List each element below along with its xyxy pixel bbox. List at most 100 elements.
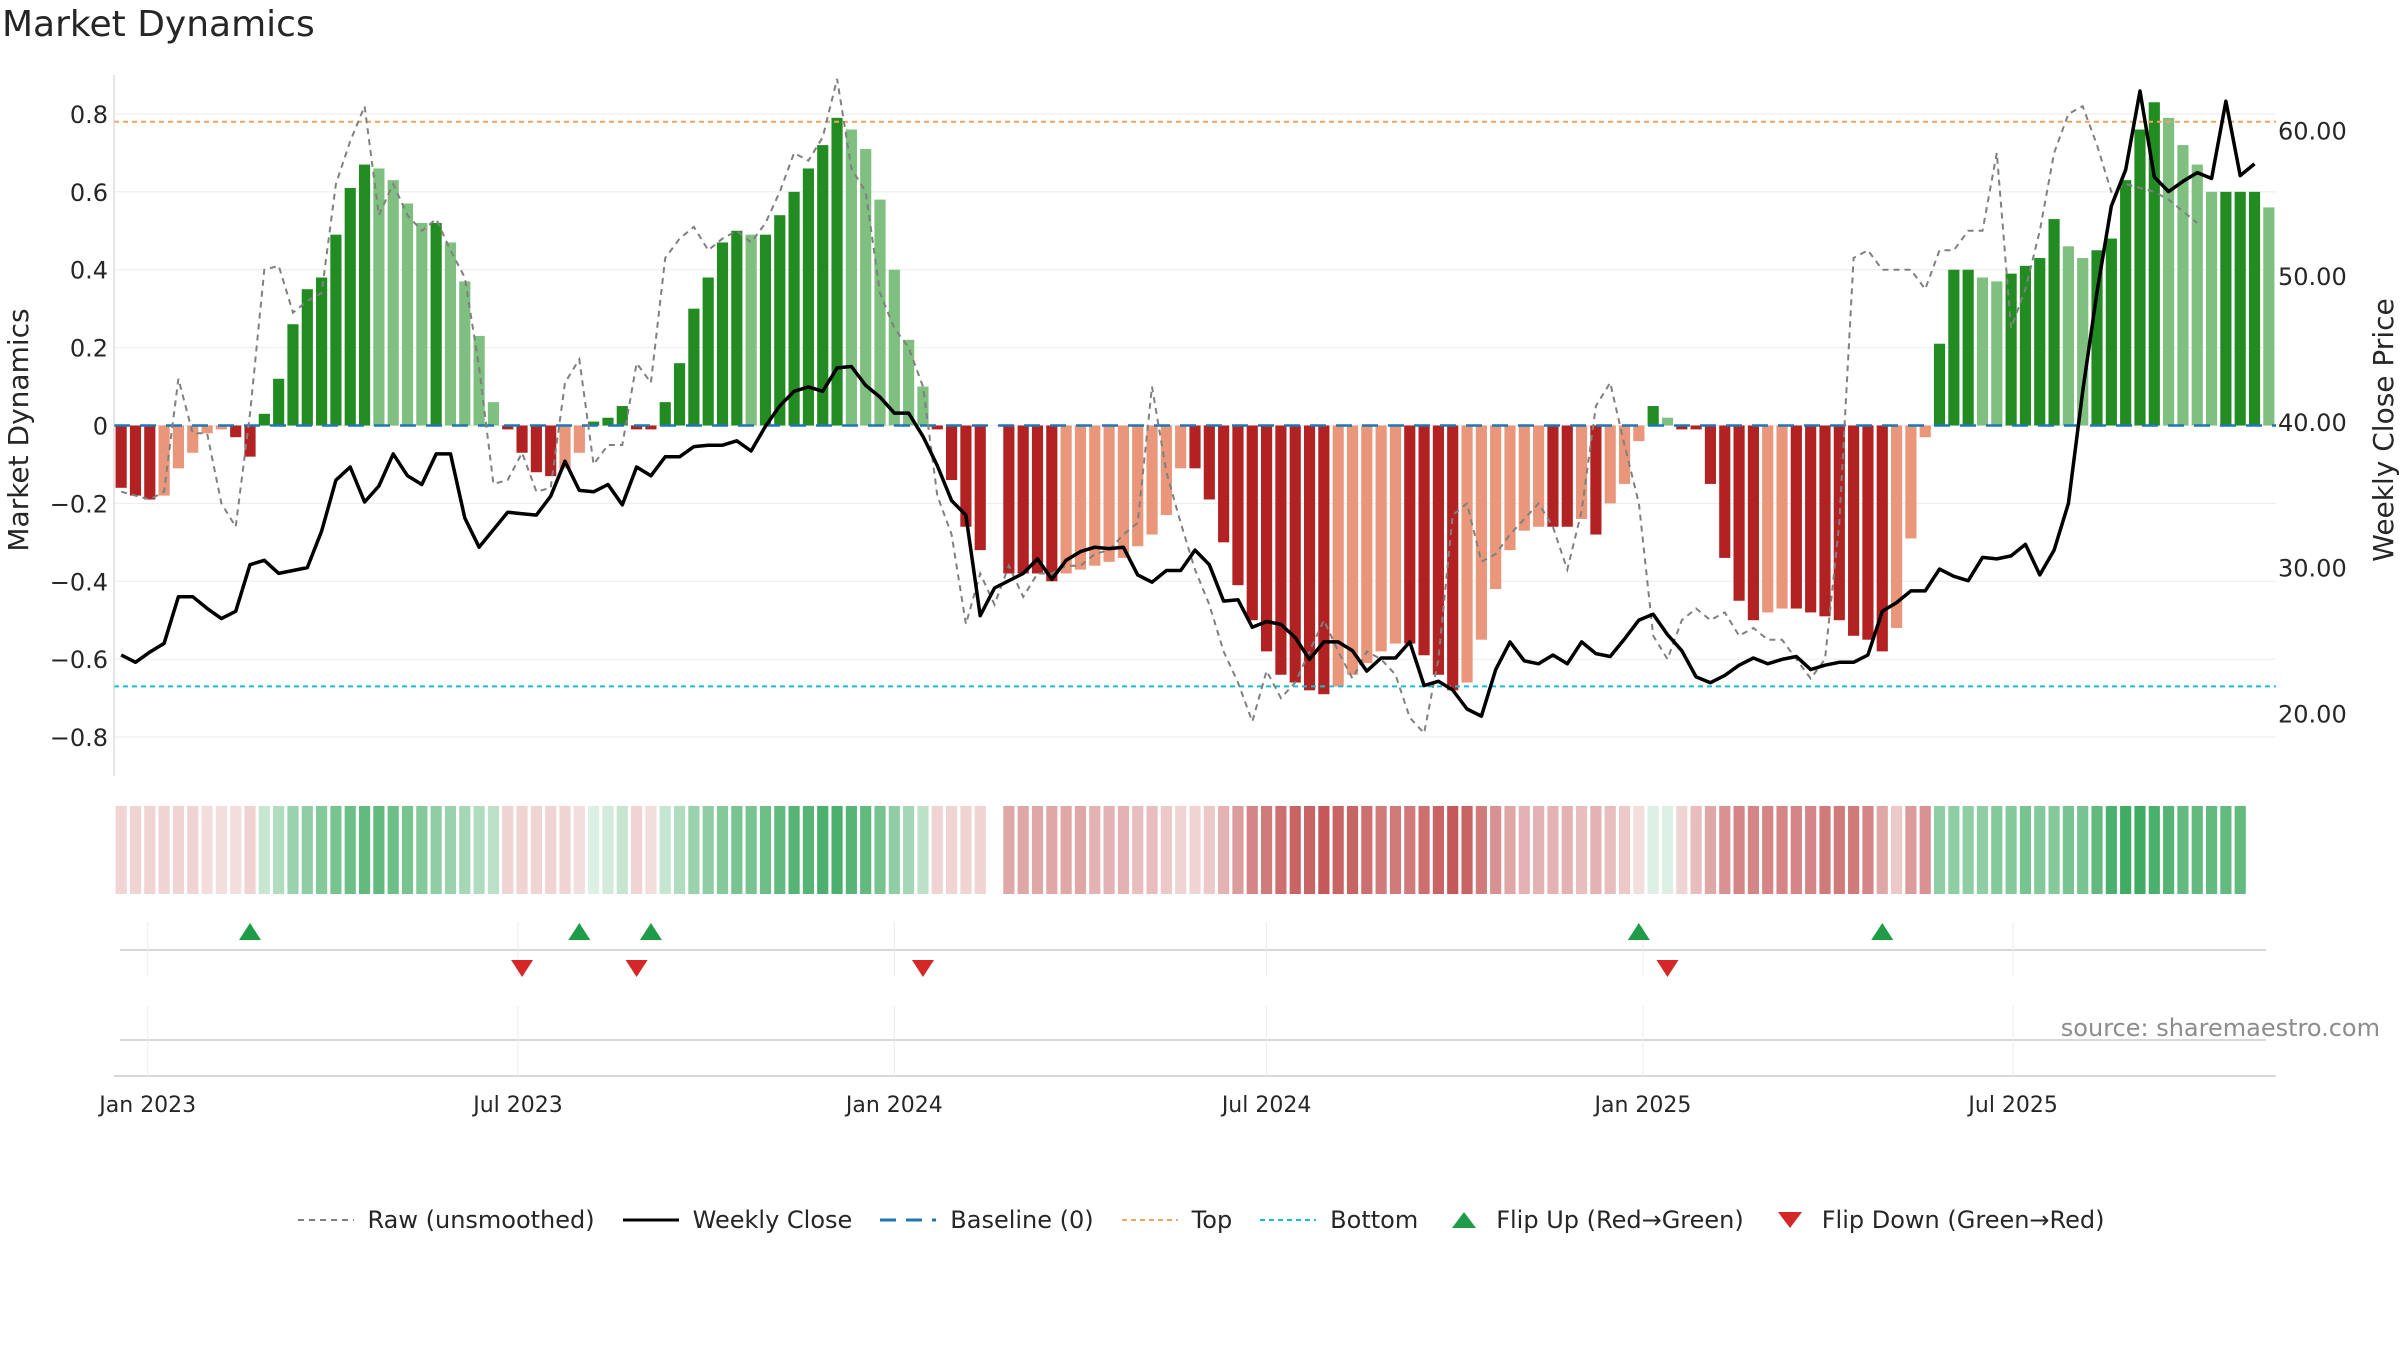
bar [330,234,342,426]
bar [1604,425,1616,504]
bar [172,425,185,469]
bar [287,324,299,426]
legend-label-flip-up: Flip Up (Red→Green) [1496,1206,1744,1234]
regime-cell [502,806,514,894]
legend-item-baseline: Baseline (0) [878,1206,1094,1234]
regime-cell [2205,806,2218,894]
source-note: source: sharemaestro.com [2060,1014,2380,1042]
regime-cell [2105,806,2117,894]
bar [1275,425,1287,675]
bar [588,421,600,426]
raw-line [120,78,2198,736]
bar [1046,425,1058,582]
regime-cell [1261,806,1273,894]
flip-up-marker [568,923,591,940]
legend-label-close: Weekly Close [692,1206,853,1234]
regime-cell [2220,806,2232,894]
bar [1261,425,1273,652]
bar [1933,343,1946,426]
regime-cell [1117,806,1129,894]
x-tick-label: Jan 2024 [844,1093,943,1118]
bar [2105,238,2117,426]
regime-cell [946,806,958,894]
regime-cell [1475,806,1487,894]
regime-cell [373,806,385,894]
bar [860,148,872,426]
bar [788,191,800,426]
regime-cell [1919,806,1931,894]
y-left-tick-label: 0.4 [70,257,108,285]
bar [774,215,786,426]
regime-cell [1132,806,1144,894]
bar [344,187,356,426]
bar [1976,277,1989,426]
regime-cell [1490,806,1502,894]
bar [1218,425,1230,543]
regime-cell [2191,806,2203,894]
bar [244,425,256,457]
regime-cell [1747,806,1759,894]
regime-cell [716,806,729,894]
regime-cell [2134,806,2146,894]
bar [2091,250,2103,426]
regime-cell [1447,806,1459,894]
regime-cell [2148,806,2160,894]
regime-cell [187,806,199,894]
regime-cell [1461,806,1473,894]
regime-cell [759,806,772,894]
regime-cell [1046,806,1058,894]
bar [573,425,585,453]
bars-layer [115,102,2275,695]
regime-cell [2234,806,2246,894]
regime-cell [1976,806,1989,894]
x-tick-label: Jan 2023 [97,1093,196,1118]
bar [2005,273,2017,426]
regime-cell [1346,806,1359,894]
bar [115,425,127,488]
bar [2048,219,2060,426]
regime-cell [1819,806,1831,894]
bar [1948,269,1960,426]
bar [2263,207,2275,426]
regime-cell [860,806,872,894]
legend-label-raw: Raw (unsmoothed) [367,1206,595,1234]
bar [1175,425,1187,469]
regime-cell [1661,806,1674,894]
regime-cell [459,806,471,894]
bar [1819,425,1831,617]
bar [559,425,571,469]
regime-cell [1833,806,1845,894]
bar [1475,425,1487,640]
regime-cell [2163,806,2175,894]
bar [1332,425,1344,687]
bar [301,289,313,426]
legend-item-flip-down: Flip Down (Green→Red) [1770,1206,2105,1234]
regime-cell [1848,806,1860,894]
regime-cell [1533,806,1545,894]
bar [1733,425,1745,601]
regime-cell [287,806,299,894]
y-right-tick-label: 20.00 [2278,700,2347,728]
y-left-tick-label: −0.8 [50,724,108,752]
bar [158,425,170,496]
regime-cell [1633,806,1645,894]
regime-cell [1089,806,1101,894]
y-left-tick-label: 0.6 [70,179,108,207]
bar [1289,425,1301,683]
bar [1848,425,1860,636]
bar [516,425,528,453]
regime-cell [845,806,857,894]
regime-cell [1704,806,1717,894]
bar [1776,425,1788,609]
regime-cell [1962,806,1974,894]
bar [731,230,743,426]
bar [1962,269,1974,426]
regime-cell [645,806,657,894]
regime-cell [1890,806,1903,894]
regime-cell [1790,806,1802,894]
regime-cell [1103,806,1115,894]
bar [201,425,213,434]
legend-label-top: Top [1191,1206,1233,1234]
regime-cell [659,806,671,894]
regime-cell [172,806,185,894]
